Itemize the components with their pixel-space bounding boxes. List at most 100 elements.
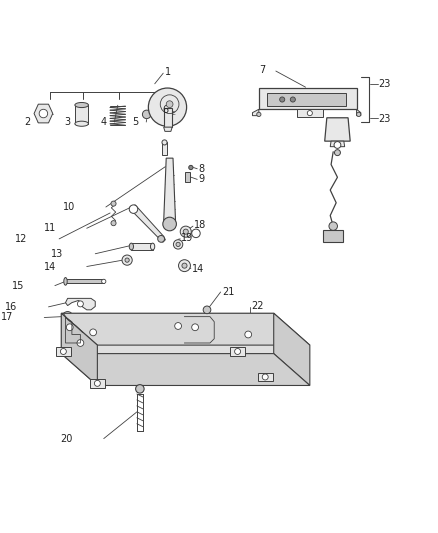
Circle shape: [307, 110, 312, 116]
Circle shape: [125, 258, 129, 262]
Circle shape: [189, 165, 193, 169]
Ellipse shape: [75, 121, 88, 126]
Circle shape: [158, 236, 165, 243]
Bar: [90, 379, 105, 387]
Text: 8: 8: [198, 164, 204, 174]
Text: 14: 14: [43, 262, 56, 271]
Text: 15: 15: [12, 280, 24, 290]
Circle shape: [192, 324, 198, 330]
Circle shape: [235, 349, 240, 354]
Text: 10: 10: [63, 202, 75, 212]
Text: 13: 13: [51, 249, 64, 259]
Circle shape: [179, 260, 191, 272]
Circle shape: [175, 322, 181, 329]
Text: 2: 2: [24, 117, 30, 127]
Circle shape: [79, 102, 84, 108]
Circle shape: [39, 109, 48, 118]
Circle shape: [77, 340, 84, 346]
Polygon shape: [164, 127, 172, 131]
Text: 4: 4: [101, 117, 107, 127]
Circle shape: [111, 221, 116, 225]
Text: 3: 3: [64, 117, 71, 127]
Text: 23: 23: [379, 114, 391, 124]
Bar: [322, 230, 343, 242]
Circle shape: [357, 112, 361, 117]
Circle shape: [148, 88, 187, 126]
Circle shape: [122, 255, 132, 265]
Bar: [230, 347, 245, 356]
Circle shape: [203, 306, 211, 313]
Circle shape: [60, 349, 66, 354]
Text: 14: 14: [192, 264, 204, 274]
Polygon shape: [61, 313, 97, 385]
Text: ε: ε: [171, 110, 175, 116]
Polygon shape: [75, 105, 88, 124]
Circle shape: [183, 229, 188, 234]
Text: 21: 21: [222, 287, 234, 296]
Circle shape: [78, 301, 83, 307]
Text: 7: 7: [259, 65, 265, 75]
Circle shape: [180, 226, 191, 237]
Circle shape: [136, 385, 144, 393]
Polygon shape: [34, 104, 53, 123]
Circle shape: [162, 140, 167, 145]
Circle shape: [176, 243, 180, 247]
Circle shape: [334, 142, 341, 148]
Bar: [56, 347, 71, 356]
Text: 16: 16: [5, 302, 18, 312]
Bar: [164, 108, 172, 127]
Polygon shape: [259, 88, 357, 109]
Text: 12: 12: [15, 234, 27, 244]
Circle shape: [257, 112, 261, 117]
Circle shape: [262, 374, 268, 380]
Polygon shape: [61, 353, 310, 385]
Circle shape: [95, 381, 100, 386]
Text: 20: 20: [60, 434, 73, 445]
Ellipse shape: [75, 102, 88, 108]
Text: 19: 19: [181, 233, 193, 244]
Circle shape: [63, 312, 73, 322]
Circle shape: [329, 222, 337, 230]
Circle shape: [111, 201, 116, 206]
Text: 1: 1: [166, 67, 172, 77]
Text: 17: 17: [1, 312, 13, 322]
Polygon shape: [297, 109, 322, 117]
Polygon shape: [66, 279, 104, 284]
Text: 6: 6: [162, 105, 169, 115]
Circle shape: [102, 279, 106, 284]
Text: 22: 22: [251, 301, 264, 311]
Bar: [267, 93, 346, 106]
Circle shape: [142, 110, 151, 119]
Polygon shape: [61, 313, 274, 353]
Circle shape: [175, 98, 180, 102]
Text: 18: 18: [194, 220, 206, 230]
Circle shape: [66, 314, 70, 319]
Polygon shape: [66, 298, 95, 310]
Text: 9: 9: [198, 174, 204, 184]
Circle shape: [90, 329, 96, 336]
Polygon shape: [164, 158, 176, 222]
Circle shape: [182, 263, 187, 268]
Bar: [185, 172, 190, 182]
Ellipse shape: [129, 243, 134, 250]
Polygon shape: [330, 141, 345, 147]
Circle shape: [335, 150, 340, 156]
Circle shape: [163, 217, 177, 231]
Polygon shape: [357, 109, 361, 116]
Text: 23: 23: [379, 79, 391, 89]
Circle shape: [166, 101, 173, 108]
Bar: [258, 373, 273, 381]
Bar: [162, 142, 167, 155]
Polygon shape: [129, 205, 166, 243]
Ellipse shape: [151, 243, 155, 250]
Polygon shape: [131, 243, 152, 250]
Polygon shape: [274, 313, 310, 385]
Circle shape: [279, 97, 285, 102]
Circle shape: [66, 324, 73, 330]
Text: 11: 11: [43, 223, 56, 233]
Polygon shape: [325, 118, 350, 141]
Circle shape: [129, 205, 138, 213]
Ellipse shape: [64, 278, 67, 285]
Circle shape: [290, 97, 295, 102]
Polygon shape: [252, 109, 259, 116]
